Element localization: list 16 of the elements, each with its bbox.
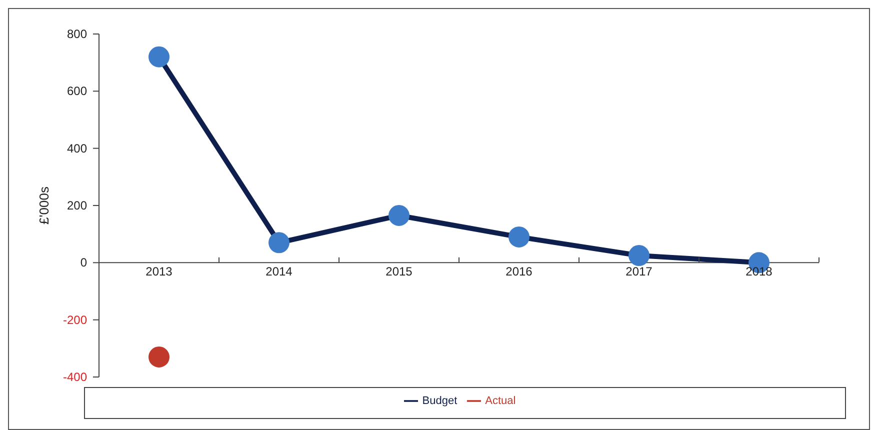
y-tick-label: 600: [66, 84, 88, 98]
legend-label: Actual: [485, 395, 516, 407]
x-tick-label: 2014: [266, 264, 293, 278]
y-tick-label: 400: [66, 141, 88, 156]
legend-label: Budget: [422, 395, 458, 407]
y-tick-label: -200: [62, 312, 88, 327]
y-tick-label: -400: [62, 370, 88, 384]
point: [148, 346, 170, 368]
x-tick-label: 2017: [626, 264, 653, 278]
y-tick-label: 0: [80, 256, 88, 270]
y-axis-title: £'000s: [36, 186, 52, 224]
x-tick-label: 2015: [386, 264, 413, 278]
x-tick-label: 2013: [146, 264, 173, 278]
y-tick-label: 200: [66, 198, 88, 212]
x-tick-label: 2016: [506, 264, 533, 278]
y-tick-label: 800: [66, 27, 88, 41]
